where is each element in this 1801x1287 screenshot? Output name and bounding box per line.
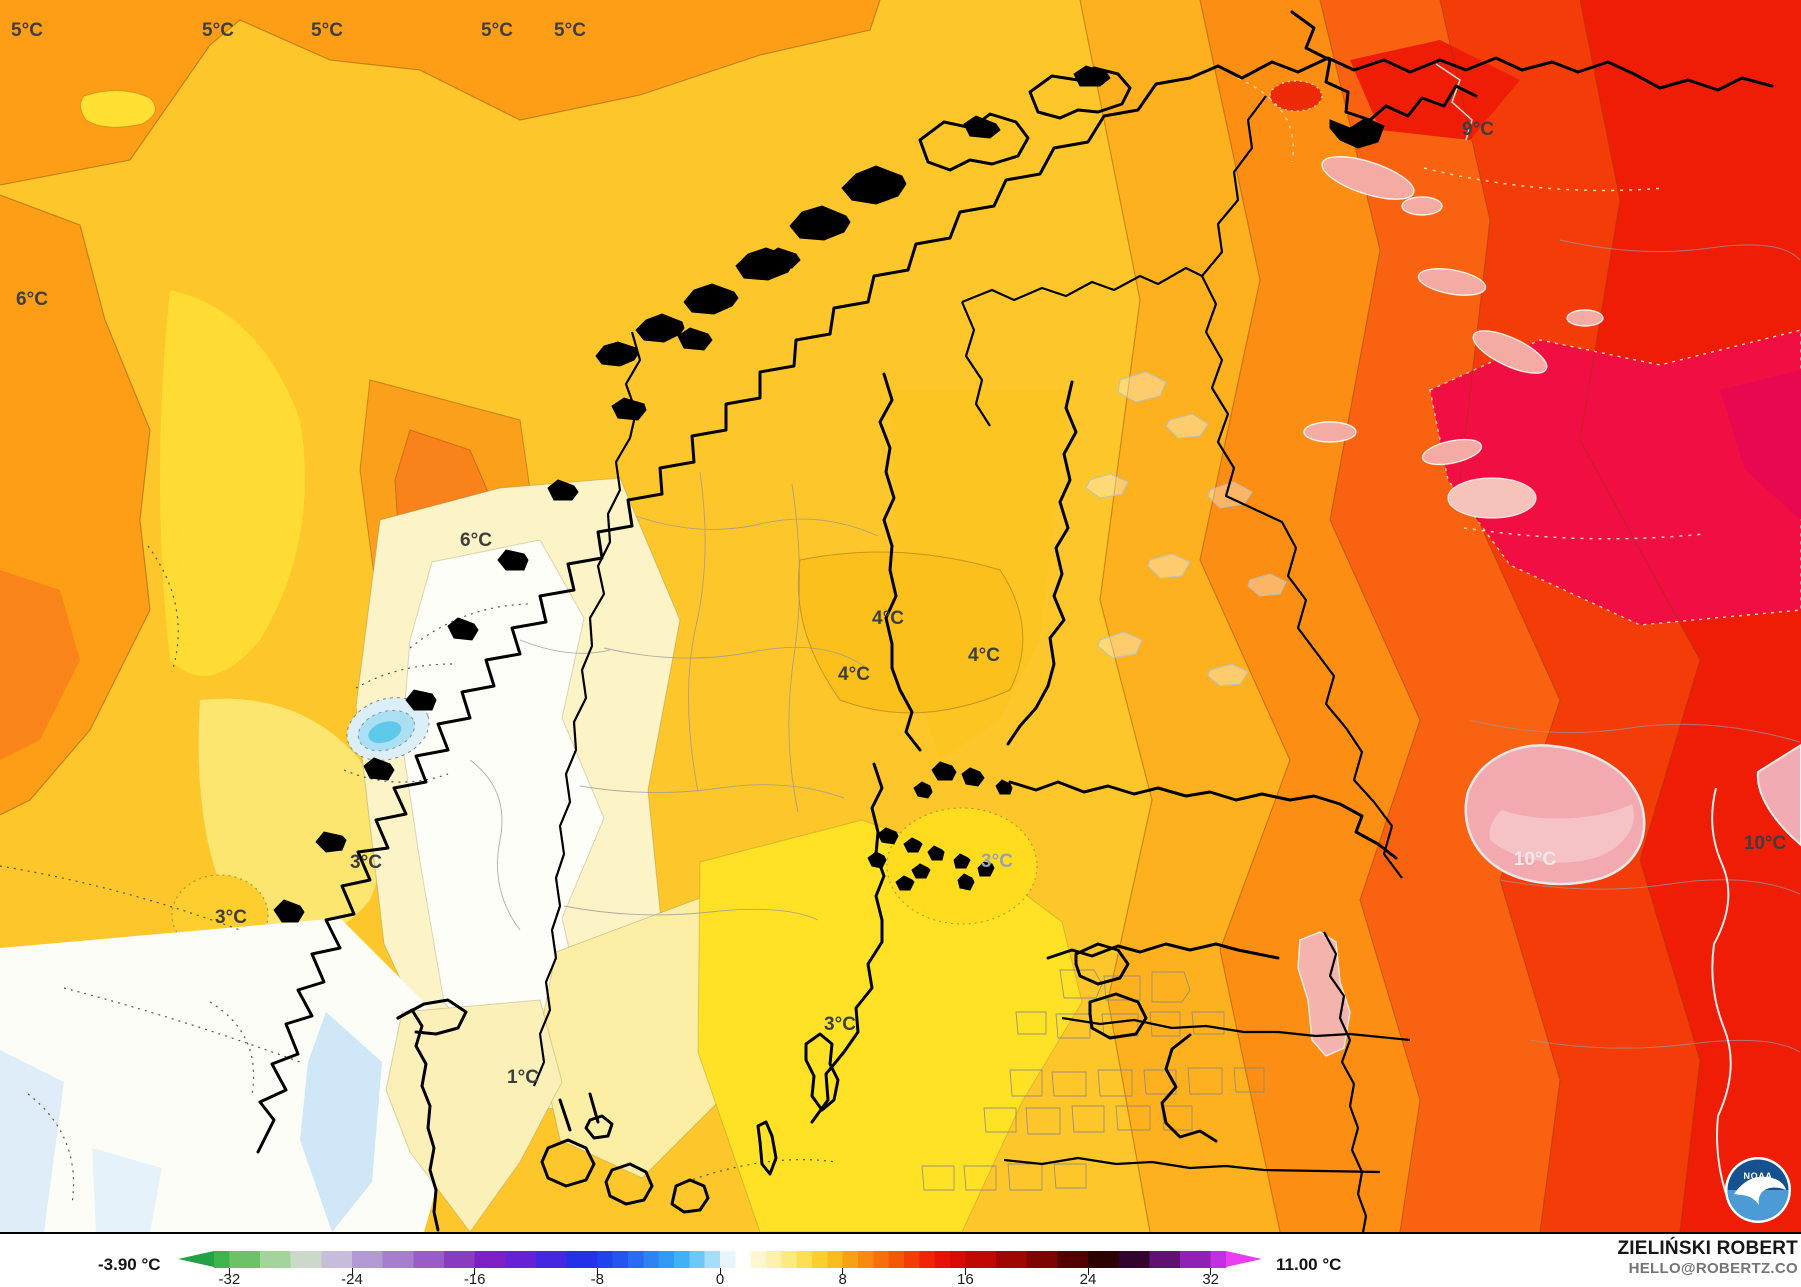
temperature-map: NOAA 5°C 5°C 5°C 5°C 5°C 6°C 6°C 4°C 4°C 4°C 3°C 3°… — [0, 0, 1801, 1232]
colorbar-tick-label: -32 — [218, 1271, 241, 1287]
border-norway-finland — [961, 266, 1203, 304]
colorbar-right-arrow — [1226, 1251, 1262, 1267]
islands-lofoten — [595, 165, 907, 367]
colorbar-min-label: -3.90 °C — [98, 1255, 161, 1274]
coastline-finland-south — [1008, 780, 1398, 860]
coastline-finnmark — [1188, 56, 1774, 92]
temp-label: 6°C — [16, 289, 48, 310]
colorbar-tick-label: -24 — [341, 1271, 363, 1287]
colorbar-tick — [964, 1268, 966, 1275]
attribution-email: HELLO@ROBERTZ.CO — [1628, 1259, 1798, 1277]
colorbar-max-label: 11.00 °C — [1276, 1255, 1342, 1274]
temp-label: 10°C — [1744, 833, 1787, 854]
island-hiiumaa — [1074, 942, 1130, 986]
attribution: ZIELIŃSKI ROBERT HELLO@ROBERTZ.CO — [1617, 1238, 1798, 1277]
colorbar-left-arrow — [178, 1251, 214, 1267]
colorbar-tick — [228, 1268, 230, 1275]
coastline-gulf-of-riga — [1160, 1033, 1218, 1143]
map-labels: 5°C 5°C 5°C 5°C 5°C 6°C 6°C 4°C 4°C 4°C 3°C 3°C 3°C 3… — [11, 20, 1786, 1088]
temp-label: 5°C — [481, 20, 513, 41]
coastline-bothnia-west — [878, 372, 922, 752]
colorbar-tick-label: 8 — [838, 1271, 847, 1287]
rivers — [1435, 63, 1732, 1195]
border-norway-russia — [1201, 95, 1267, 277]
contour-fills — [0, 0, 1801, 1232]
island-zealand — [604, 1162, 654, 1206]
colorbar-tick-label: 0 — [715, 1271, 725, 1287]
admin-boundaries-russia — [1469, 239, 1801, 1053]
temp-label: 1°C — [507, 1067, 539, 1088]
island-oland — [756, 1120, 778, 1176]
coastline-sweden-east — [810, 762, 886, 1124]
colorbar-tick — [1087, 1268, 1089, 1275]
colorbar-tick — [719, 1268, 721, 1275]
islands-aland — [913, 761, 1013, 799]
island-gotland — [804, 1032, 840, 1112]
colorbar-tick — [842, 1268, 844, 1275]
noaa-logo: NOAA — [1725, 1157, 1791, 1223]
outlined-islands — [540, 66, 1148, 1214]
temp-label: 9°C — [1462, 119, 1494, 140]
temp-label: 3°C — [824, 1014, 856, 1035]
colorbar-tick — [1210, 1268, 1212, 1275]
colorbar-tick-label: 32 — [1202, 1271, 1219, 1287]
temp-label: 3°C — [350, 852, 382, 873]
border-norway-sweden — [532, 331, 642, 1087]
border-estonia-latvia — [1061, 1016, 1411, 1042]
legend-bar: -3.90 °C -32 -24 -16 -8 0 8 16 24 32 11.00 °C ZI… — [0, 1232, 1801, 1287]
coastline-estonia-north — [1046, 942, 1280, 960]
border-baltics-russia — [1323, 931, 1368, 1232]
coastline-skagen — [396, 998, 468, 1036]
islet-white-sea — [1329, 117, 1385, 149]
temp-label: 5°C — [554, 20, 586, 41]
temp-label: 4°C — [872, 608, 904, 629]
temp-label: 10°C — [1514, 849, 1557, 870]
colorbar-tick — [596, 1268, 598, 1275]
temp-label: 3°C — [981, 851, 1013, 872]
noaa-logo-text: NOAA — [1744, 1171, 1773, 1181]
island-funen — [540, 1138, 596, 1188]
temp-label: 5°C — [202, 20, 234, 41]
islands-stockholm-archipelago — [867, 827, 995, 891]
temp-label: 5°C — [311, 20, 343, 41]
coastline-norway — [256, 76, 1192, 1154]
country-borders — [532, 95, 1411, 1232]
island-senja — [918, 112, 1030, 172]
colorbar-tick-label: 24 — [1079, 1271, 1097, 1287]
coastline-white-sea — [1290, 10, 1478, 122]
admin-boundaries-sweden — [469, 471, 879, 931]
coastline-jutland-west — [396, 1008, 440, 1232]
island-anholt — [584, 1114, 614, 1140]
attribution-name: ZIELIŃSKI ROBERT — [1617, 1238, 1798, 1259]
noaa-gull-icon — [1734, 1176, 1786, 1205]
temp-label: 3°C — [215, 907, 247, 928]
border-sweden-finland — [960, 301, 991, 427]
temp-label: 6°C — [460, 530, 492, 551]
island-saaremaa — [1088, 992, 1148, 1040]
colorbar-tick-label: -16 — [463, 1271, 486, 1287]
islands — [273, 65, 1385, 923]
border-latvia-lithuania — [1003, 1156, 1381, 1174]
colorbar-gradient — [214, 1251, 1226, 1268]
temp-label: 4°C — [838, 664, 870, 685]
temp-label: 4°C — [968, 645, 1000, 666]
island-kvaloya — [1028, 66, 1132, 120]
island-lolland — [670, 1178, 710, 1214]
colorbar-tick-label: -8 — [590, 1271, 604, 1287]
admin-boundaries-baltics — [921, 969, 1265, 1191]
border-finland-russia — [1201, 275, 1403, 879]
temp-label: 5°C — [11, 20, 43, 41]
coastlines — [256, 10, 1774, 1232]
colorbar-tick — [351, 1268, 353, 1275]
coastline-bothnia-east — [1006, 380, 1078, 746]
colorbar-tick — [474, 1268, 476, 1275]
colorbar-tick-label: 16 — [956, 1271, 974, 1287]
